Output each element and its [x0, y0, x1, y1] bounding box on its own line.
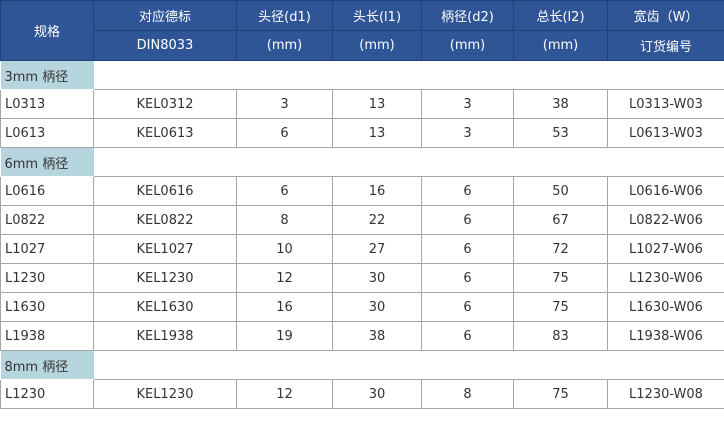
group-label: 8mm 柄径: [0, 350, 94, 380]
table-cell: KEL1230: [93, 379, 237, 409]
table-cell: L0616-W06: [607, 176, 724, 206]
table-cell: 75: [513, 379, 608, 409]
table-cell: L0613: [0, 118, 94, 148]
table-cell: 13: [332, 89, 422, 119]
header-order-sub: 订货编号: [607, 30, 724, 61]
header-l2-unit: (mm): [513, 30, 608, 61]
table-row: L1230 KEL1230 12 30 6 75 L1230-W06: [0, 263, 724, 293]
table-cell: 6: [421, 321, 514, 351]
group-row: 3mm 柄径: [0, 60, 724, 90]
table-cell: 12: [236, 379, 333, 409]
table-cell: 16: [236, 292, 333, 322]
table-cell: 38: [332, 321, 422, 351]
table-cell: L1630-W06: [607, 292, 724, 322]
table-row: L1938 KEL1938 19 38 6 83 L1938-W06: [0, 321, 724, 351]
table-cell: 6: [236, 118, 333, 148]
table-cell: 50: [513, 176, 608, 206]
table-cell: 6: [236, 176, 333, 206]
table-cell: L1230-W06: [607, 263, 724, 293]
table-cell: 8: [421, 379, 514, 409]
table-cell: 3: [421, 89, 514, 119]
header-d2: 柄径(d2): [421, 0, 514, 31]
header-order: 宽齿（W）: [607, 0, 724, 31]
header-l1: 头长(l1): [332, 0, 422, 31]
table-row: L0613 KEL0613 6 13 3 53 L0613-W03: [0, 118, 724, 148]
table-cell: L1630: [0, 292, 94, 322]
table-cell: L0613-W03: [607, 118, 724, 148]
table-cell: KEL0312: [93, 89, 237, 119]
group-label: 3mm 柄径: [0, 60, 94, 90]
table-cell: 75: [513, 292, 608, 322]
table-cell: 67: [513, 205, 608, 235]
header-l2: 总长(l2): [513, 0, 608, 31]
table-cell: L1938: [0, 321, 94, 351]
group-spacer: [93, 350, 724, 380]
table-cell: L0313-W03: [607, 89, 724, 119]
table-cell: 75: [513, 263, 608, 293]
table-cell: 30: [332, 292, 422, 322]
table-cell: KEL1630: [93, 292, 237, 322]
table-cell: KEL1230: [93, 263, 237, 293]
table-cell: 6: [421, 292, 514, 322]
header-d2-unit: (mm): [421, 30, 514, 61]
header-l1-unit: (mm): [332, 30, 422, 61]
table-cell: 30: [332, 263, 422, 293]
header-spec: 规格: [0, 0, 94, 61]
group-spacer: [93, 147, 724, 177]
table-row: L0313 KEL0312 3 13 3 38 L0313-W03: [0, 89, 724, 119]
group-label: 6mm 柄径: [0, 147, 94, 177]
table-row: L1630 KEL1630 16 30 6 75 L1630-W06: [0, 292, 724, 322]
table-cell: KEL1027: [93, 234, 237, 264]
group-spacer: [93, 60, 724, 90]
table-cell: KEL0613: [93, 118, 237, 148]
spec-table: 规格 对应德标 头径(d1) 头长(l1) 柄径(d2) 总长(l2) 宽齿（W…: [0, 0, 724, 409]
table-cell: 8: [236, 205, 333, 235]
table-cell: L1230-W08: [607, 379, 724, 409]
table-cell: 72: [513, 234, 608, 264]
table-cell: 12: [236, 263, 333, 293]
table-row: L0616 KEL0616 6 16 6 50 L0616-W06: [0, 176, 724, 206]
table-cell: 6: [421, 176, 514, 206]
table-cell: KEL1938: [93, 321, 237, 351]
table-row: L0822 KEL0822 8 22 6 67 L0822-W06: [0, 205, 724, 235]
table-cell: KEL0616: [93, 176, 237, 206]
group-row: 8mm 柄径: [0, 350, 724, 380]
table-cell: 38: [513, 89, 608, 119]
table-cell: 3: [421, 118, 514, 148]
table-cell: 27: [332, 234, 422, 264]
table-cell: 83: [513, 321, 608, 351]
table-cell: 6: [421, 263, 514, 293]
table-cell: 13: [332, 118, 422, 148]
table-cell: 19: [236, 321, 333, 351]
table-cell: L1938-W06: [607, 321, 724, 351]
table-cell: L0616: [0, 176, 94, 206]
table-cell: L0822-W06: [607, 205, 724, 235]
table-cell: 30: [332, 379, 422, 409]
table-cell: 22: [332, 205, 422, 235]
header-d1-unit: (mm): [236, 30, 333, 61]
table-cell: L0822: [0, 205, 94, 235]
table-cell: L1027: [0, 234, 94, 264]
table-cell: KEL0822: [93, 205, 237, 235]
table-cell: L1230: [0, 263, 94, 293]
table-cell: 3: [236, 89, 333, 119]
table-row: L1027 KEL1027 10 27 6 72 L1027-W06: [0, 234, 724, 264]
table-cell: L1230: [0, 379, 94, 409]
header-d1: 头径(d1): [236, 0, 333, 31]
table-cell: 6: [421, 234, 514, 264]
table-row: L1230 KEL1230 12 30 8 75 L1230-W08: [0, 379, 724, 409]
table-cell: L0313: [0, 89, 94, 119]
table-cell: 16: [332, 176, 422, 206]
table-cell: 6: [421, 205, 514, 235]
header-din: 对应德标: [93, 0, 237, 31]
table-cell: 10: [236, 234, 333, 264]
header-din-sub: DIN8033: [93, 30, 237, 61]
table-cell: L1027-W06: [607, 234, 724, 264]
group-row: 6mm 柄径: [0, 147, 724, 177]
table-cell: 53: [513, 118, 608, 148]
